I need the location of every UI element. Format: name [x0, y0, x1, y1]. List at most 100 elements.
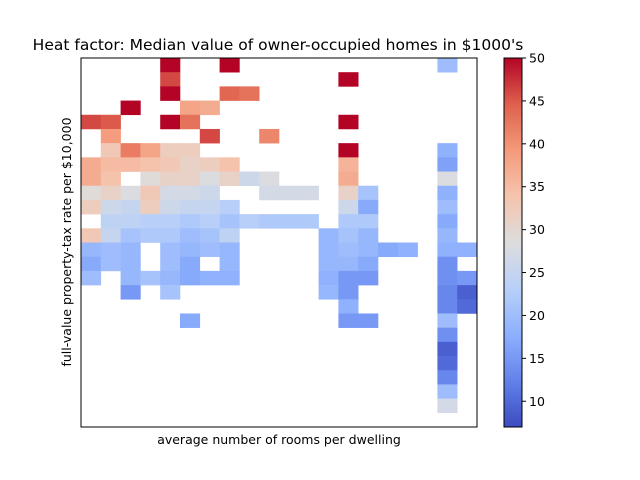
heatmap-cell [437, 199, 458, 215]
heatmap-cell [338, 185, 359, 201]
heatmap-cell [81, 171, 102, 187]
heatmap-cell [338, 313, 359, 328]
heatmap-cell [160, 157, 181, 172]
colorbar-tick-label: 15 [529, 351, 545, 366]
heatmap-cell [318, 228, 339, 243]
heatmap-cell [199, 171, 220, 187]
heatmap-cell [239, 214, 260, 229]
heatmap-cell [437, 185, 458, 201]
heatmap-cell [120, 285, 141, 300]
heatmap-cell [358, 270, 379, 286]
heatmap-cell [160, 285, 181, 300]
heatmap-cell [81, 114, 102, 130]
heatmap-cell [160, 214, 181, 229]
heatmap-cell [437, 143, 458, 158]
x-axis-label: average number of rooms per dwelling [157, 432, 401, 447]
heatmap-cell [160, 228, 181, 243]
colorbar-tick-label: 35 [529, 179, 545, 194]
heatmap-cell [358, 199, 379, 215]
heatmap-cell [180, 143, 201, 158]
heatmap-cell [219, 214, 240, 229]
heatmap-cell [219, 256, 240, 272]
heatmap-cell [219, 199, 240, 215]
heatmap-cell [239, 171, 260, 187]
heatmap-cell [437, 285, 458, 300]
heatmap-cell [120, 199, 141, 215]
heatmap-cell [199, 199, 220, 215]
y-axis-label: full-value property-tax rate per $10,000 [59, 117, 74, 366]
heatmap-cell [120, 242, 141, 257]
heatmap-cell [318, 285, 339, 300]
heatmap-cell [180, 199, 201, 215]
heatmap-cell [180, 157, 201, 172]
heatmap-cell [81, 242, 102, 257]
colorbar-tick-label: 30 [529, 222, 545, 237]
heatmap-cell [338, 285, 359, 300]
heatmap-cell [338, 171, 359, 187]
heatmap-cell [160, 72, 181, 87]
heatmap-cell [219, 86, 240, 101]
heatmap-cell [180, 228, 201, 243]
heatmap-cell [338, 114, 359, 130]
heatmap-cell [160, 185, 181, 201]
heatmap-cell [160, 256, 181, 272]
heatmap-cell [437, 171, 458, 187]
heatmap-cell [180, 242, 201, 257]
heatmap-cell [199, 185, 220, 201]
heatmap-cell [100, 128, 121, 144]
heatmap-cell [120, 270, 141, 286]
colorbar-tick-label: 45 [529, 93, 545, 108]
heatmap-cell [160, 199, 181, 215]
heatmap-cell [100, 185, 121, 201]
heatmap-cell [358, 313, 379, 328]
heatmap-cell [100, 214, 121, 229]
heatmap-cell [140, 157, 161, 172]
heatmap-cell [219, 171, 240, 187]
heatmap-cell [437, 313, 458, 328]
colorbar-tick-label: 20 [529, 308, 545, 323]
heatmap-cell [180, 313, 201, 328]
heatmap-cell [318, 270, 339, 286]
heatmap-cell [437, 398, 458, 414]
colorbar-tick-label: 50 [529, 51, 545, 66]
heatmap-cell [279, 185, 300, 201]
heatmap-cell [81, 270, 102, 286]
heatmap-cell [100, 114, 121, 130]
heatmap-cell [437, 242, 458, 257]
heatmap-cell [437, 327, 458, 343]
heatmap-cell [199, 157, 220, 172]
heatmap-cell [160, 58, 181, 73]
heatmap-cell [437, 299, 458, 314]
heatmap-cell [358, 242, 379, 257]
heatmap-cell [338, 157, 359, 172]
heatmap-cell [437, 256, 458, 272]
heatmap-cell [437, 228, 458, 243]
heatmap-cell [279, 214, 300, 229]
heatmap-cell [338, 143, 359, 158]
heatmap-cell [259, 185, 280, 201]
heatmap-cell [239, 86, 260, 101]
heatmap-cell [199, 128, 220, 144]
heatmap-cell [81, 185, 102, 201]
heatmap-cell [378, 242, 399, 257]
heatmap-cell [358, 214, 379, 229]
heatmap-cell [298, 214, 319, 229]
heatmap-cell [397, 242, 418, 257]
heatmap-cell [140, 270, 161, 286]
heatmap-cell [160, 270, 181, 286]
heatmap-cell [199, 228, 220, 243]
heatmap-cell [140, 228, 161, 243]
heatmap-cell [437, 270, 458, 286]
heatmap-cell [140, 143, 161, 158]
heatmap-cell [437, 157, 458, 172]
heatmap-cell [199, 242, 220, 257]
heatmap-cell [219, 242, 240, 257]
heatmap-cell [338, 214, 359, 229]
colorbar-ticks: 10 15 20 25 30 35 40 45 50 [522, 51, 545, 409]
heatmap-cell [338, 299, 359, 314]
heatmap-cell [358, 256, 379, 272]
heatmap-cell [140, 171, 161, 187]
heatmap-cell [437, 341, 458, 357]
heatmap-cell [219, 228, 240, 243]
